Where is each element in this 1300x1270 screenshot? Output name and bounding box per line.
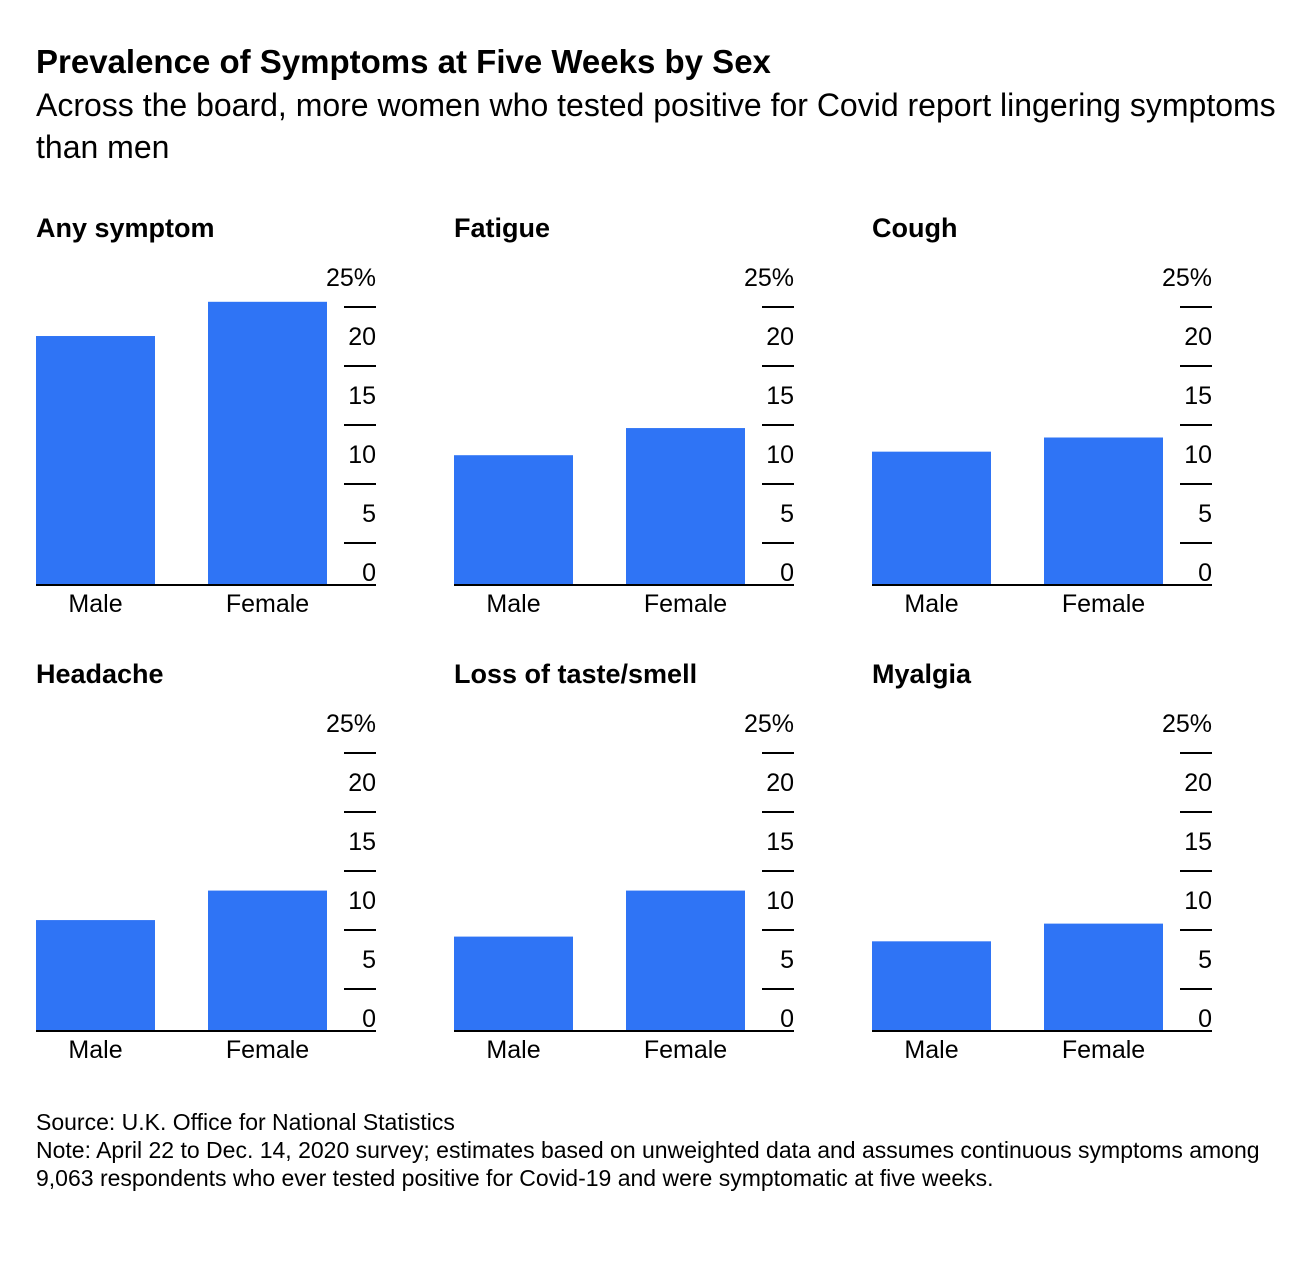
tick-label: 25% — [1162, 710, 1212, 738]
methodology-note: Note: April 22 to Dec. 14, 2020 survey; … — [36, 1137, 1260, 1191]
bar-female — [626, 428, 745, 585]
tick-label: 5 — [780, 500, 794, 528]
tick-label: 15 — [766, 828, 794, 856]
tick-label: 0 — [362, 1005, 376, 1033]
chart-title: Prevalence of Symptoms at Five Weeks by … — [36, 43, 771, 80]
tick-label: 10 — [766, 887, 794, 915]
bar-male — [872, 941, 991, 1031]
panel-title: Fatigue — [454, 213, 551, 243]
tick-label: 20 — [348, 769, 376, 797]
tick-label: 20 — [1184, 769, 1212, 797]
category-label: Female — [644, 1036, 727, 1064]
tick-label: 5 — [1198, 500, 1212, 528]
tick-label: 10 — [348, 887, 376, 915]
category-label: Male — [486, 590, 540, 618]
tick-label: 20 — [348, 323, 376, 351]
bar-male — [36, 920, 155, 1031]
panel-fatigue: Fatigue 25% 20 15 10 5 0 Male Female — [454, 212, 854, 632]
bar-male — [872, 451, 991, 585]
category-label: Female — [1062, 590, 1145, 618]
tick-label: 15 — [348, 828, 376, 856]
category-label: Female — [226, 1036, 309, 1064]
category-label: Female — [226, 590, 309, 618]
panel-title: Cough — [872, 213, 958, 243]
bar-chart: 25% 20 15 10 5 0 Male Female — [454, 710, 794, 1064]
tick-label: 25% — [1162, 264, 1212, 292]
tick-label: 10 — [348, 441, 376, 469]
bar-chart: 25% 20 15 10 5 0 Male Female — [36, 264, 376, 618]
chart-subtitle: Across the board, more women who tested … — [36, 87, 1276, 165]
tick-label: 25% — [326, 264, 376, 292]
tick-label: 20 — [1184, 323, 1212, 351]
bar-male — [454, 455, 573, 585]
tick-label: 5 — [780, 946, 794, 974]
panel-title: Myalgia — [872, 659, 972, 689]
bar-female — [1044, 437, 1163, 585]
category-label: Male — [68, 1036, 122, 1064]
bar-chart: 25% 20 15 10 5 0 Male Female — [872, 264, 1212, 618]
tick-label: 15 — [1184, 382, 1212, 410]
tick-label: 5 — [1198, 946, 1212, 974]
panel-myalgia: Myalgia 25% 20 15 10 5 0 Male Female — [872, 658, 1272, 1078]
tick-label: 20 — [766, 769, 794, 797]
category-label: Male — [904, 1036, 958, 1064]
tick-label: 10 — [766, 441, 794, 469]
panel-loss-of-taste-smell: Loss of taste/smell 25% 20 15 10 5 0 Male Femal… — [454, 658, 854, 1078]
bar-chart: 25% 20 15 10 5 0 Male Female — [872, 710, 1212, 1064]
tick-label: 0 — [1198, 559, 1212, 587]
tick-label: 15 — [1184, 828, 1212, 856]
tick-label: 20 — [766, 323, 794, 351]
panel-title: Any symptom — [36, 213, 215, 243]
footer: Source: U.K. Office for National Statist… — [36, 1108, 1276, 1192]
tick-label: 10 — [1184, 441, 1212, 469]
tick-label: 10 — [1184, 887, 1212, 915]
panel-title: Headache — [36, 659, 164, 689]
panel-headache: Headache 25% 20 15 10 5 0 Male Female — [36, 658, 436, 1078]
tick-label: 25% — [744, 710, 794, 738]
bar-female — [1044, 923, 1163, 1031]
panel-any-symptom: Any symptom 25% 20 15 10 5 0 Male Female — [36, 212, 436, 632]
category-label: Female — [1062, 1036, 1145, 1064]
tick-label: 15 — [766, 382, 794, 410]
bar-chart: 25% 20 15 10 5 0 Male Female — [36, 710, 376, 1064]
panel-title: Loss of taste/smell — [454, 659, 698, 689]
panel-cough: Cough 25% 20 15 10 5 0 Male Female — [872, 212, 1272, 632]
bar-male — [36, 336, 155, 585]
tick-label: 0 — [1198, 1005, 1212, 1033]
category-label: Male — [68, 590, 122, 618]
bar-chart: 25% 20 15 10 5 0 Male Female — [454, 264, 794, 618]
source-note: Source: U.K. Office for National Statist… — [36, 1109, 455, 1135]
tick-label: 0 — [362, 559, 376, 587]
category-label: Male — [486, 1036, 540, 1064]
category-label: Female — [644, 590, 727, 618]
bar-male — [454, 936, 573, 1031]
bar-female — [208, 301, 327, 585]
bar-female — [208, 890, 327, 1031]
tick-label: 0 — [780, 559, 794, 587]
tick-label: 5 — [362, 500, 376, 528]
tick-label: 25% — [326, 710, 376, 738]
tick-label: 25% — [744, 264, 794, 292]
tick-label: 15 — [348, 382, 376, 410]
tick-label: 0 — [780, 1005, 794, 1033]
category-label: Male — [904, 590, 958, 618]
bar-female — [626, 890, 745, 1031]
tick-label: 5 — [362, 946, 376, 974]
